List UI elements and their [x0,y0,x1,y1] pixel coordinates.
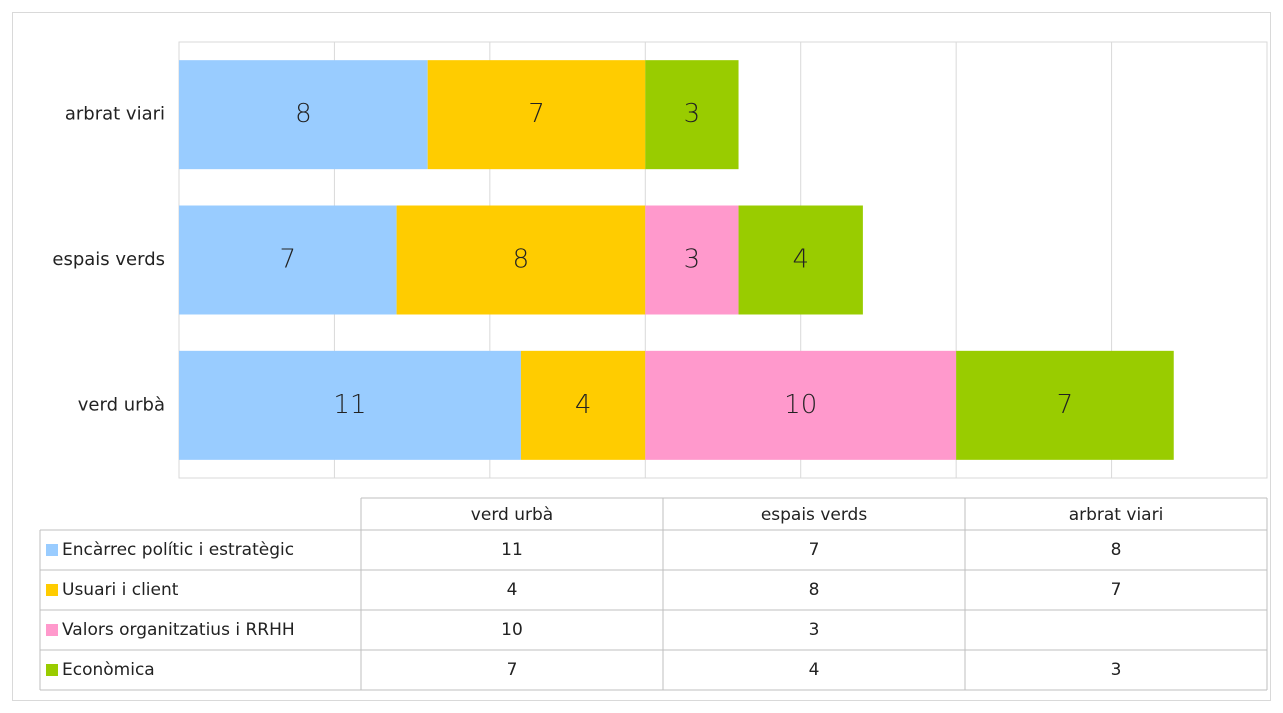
table-header: arbrat viari [1069,505,1164,525]
data-label: 4 [575,390,592,420]
legend-swatch [46,664,58,676]
legend-swatch [46,624,58,636]
table-header: verd urbà [471,505,553,525]
table-cell: 8 [809,580,820,600]
data-label: 7 [280,245,297,275]
data-label: 10 [784,390,817,420]
bar-segment [520,350,646,460]
data-label: 11 [333,390,366,420]
bar-segment [738,205,863,315]
bar-segment [956,350,1174,460]
table-cell: 3 [809,620,820,640]
data-label: 4 [792,245,809,275]
legend-label: Econòmica [62,660,155,680]
legend-label: Valors organitzatius i RRHH [62,620,295,640]
data-label: 3 [684,99,701,129]
data-label: 8 [513,245,530,275]
bar-segment [179,350,521,460]
table-cell: 8 [1111,540,1122,560]
data-label: 8 [295,99,312,129]
bar-segment [179,205,397,315]
data-label: 3 [684,245,701,275]
bar-segment [645,205,739,315]
bar-segment [396,205,646,315]
table-cell: 4 [809,660,820,680]
legend-label: Usuari i client [62,580,179,600]
table-header: espais verds [761,505,868,525]
bar-segment [427,60,646,170]
table-cell: 11 [501,540,523,560]
table-cell: 4 [507,580,518,600]
table-cell: 7 [809,540,820,560]
y-tick-label: verd urbà [78,394,165,415]
bar-segment [645,60,739,170]
bar-segment [179,60,428,170]
table-cell: 3 [1111,660,1122,680]
data-label: 7 [1057,390,1074,420]
bar-segment [645,350,957,460]
y-tick-label: arbrat viari [65,104,165,125]
table-cell: 7 [1111,580,1122,600]
y-tick-label: espais verds [52,249,165,270]
table-cell: 7 [507,660,518,680]
legend-swatch [46,544,58,556]
legend-swatch [46,584,58,596]
table-cell: 10 [501,620,523,640]
data-label: 7 [528,99,545,129]
legend-label: Encàrrec polític i estratègic [62,540,294,560]
